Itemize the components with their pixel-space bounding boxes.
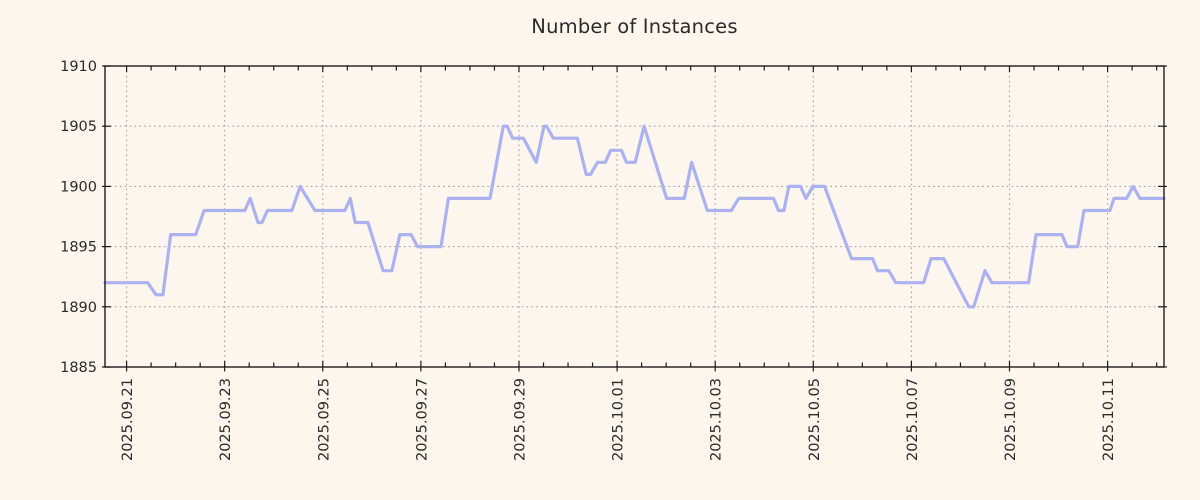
svg-text:2025.10.11: 2025.10.11: [1101, 378, 1117, 461]
svg-text:2025.10.05: 2025.10.05: [807, 378, 823, 461]
chart-title: Number of Instances: [531, 15, 738, 38]
plot-border: [104, 65, 1165, 368]
svg-text:1900: 1900: [60, 179, 97, 195]
tick-marks: [102, 65, 1167, 372]
svg-text:2025.09.21: 2025.09.21: [120, 378, 136, 461]
y-tick-labels: 1885 1890 1895 1900 1905 1910: [60, 59, 97, 376]
series-line: [103, 124, 1166, 309]
svg-text:2025.09.25: 2025.09.25: [316, 378, 332, 461]
svg-text:1895: 1895: [60, 240, 97, 256]
svg-text:2025.10.09: 2025.10.09: [1003, 378, 1019, 461]
x-tick-labels: 2025.09.21 2025.09.23 2025.09.25 2025.09.27…: [120, 378, 1117, 461]
svg-text:2025.10.01: 2025.10.01: [611, 378, 627, 461]
gridlines: [105, 66, 1164, 367]
svg-text:1890: 1890: [60, 300, 97, 316]
svg-text:2025.09.27: 2025.09.27: [414, 378, 430, 461]
svg-text:2025.09.23: 2025.09.23: [218, 378, 234, 461]
svg-text:1910: 1910: [60, 59, 97, 75]
series-instances: [103, 124, 1166, 309]
svg-text:2025.10.07: 2025.10.07: [905, 378, 921, 461]
svg-text:1885: 1885: [60, 360, 97, 376]
svg-text:2025.09.29: 2025.09.29: [512, 378, 528, 461]
svg-text:1905: 1905: [60, 119, 97, 135]
svg-text:2025.10.03: 2025.10.03: [709, 378, 725, 461]
